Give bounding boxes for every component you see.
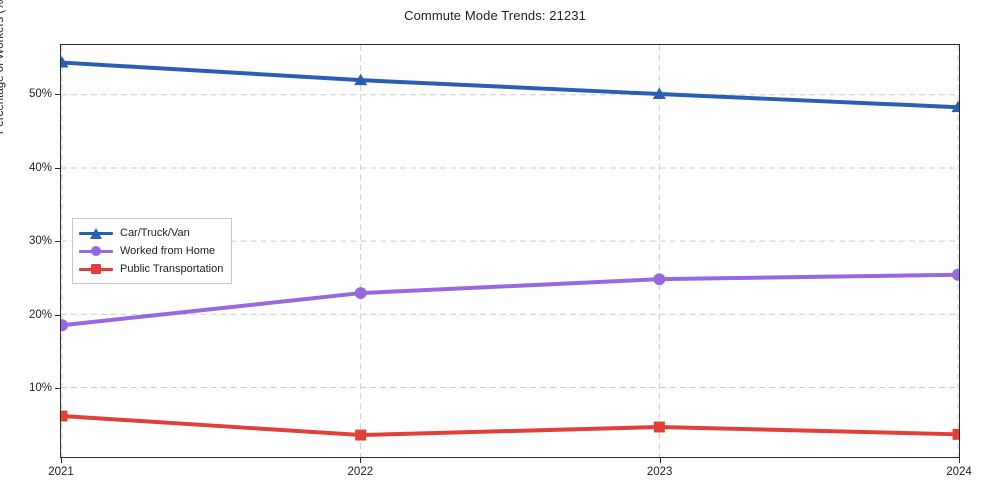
series-line	[61, 272, 959, 328]
y-tick-mark	[55, 167, 60, 169]
chart-title: Commute Mode Trends: 21231	[404, 8, 586, 23]
data-point-marker	[952, 268, 959, 281]
data-point-marker	[354, 287, 367, 300]
x-tick-label: 2024	[946, 466, 972, 478]
legend-label: Car/Truck/Van	[120, 227, 190, 239]
series-line	[61, 414, 959, 438]
plot-area	[60, 44, 960, 458]
legend-item[interactable]: Car/Truck/Van	[79, 224, 223, 242]
data-point-marker	[355, 429, 367, 441]
data-point-marker	[653, 421, 665, 433]
y-tick-label: 20%	[28, 308, 52, 321]
data-point-marker	[61, 56, 69, 68]
triangle-marker-icon	[90, 228, 102, 239]
y-tick-label: 40%	[28, 161, 52, 174]
y-tick-mark	[55, 241, 60, 243]
y-tick-mark	[55, 388, 60, 390]
data-point-marker	[653, 273, 666, 286]
x-tick-mark	[61, 458, 62, 463]
legend-item[interactable]: Worked from Home	[79, 242, 223, 260]
x-tick-label: 2022	[347, 466, 374, 478]
y-axis-label: Percentage of Workers (%)	[0, 0, 6, 135]
legend-swatch-worked-from-home	[79, 244, 113, 258]
x-tick-label: 2023	[646, 466, 673, 478]
x-tick-mark	[659, 458, 661, 463]
y-tick-label: 10%	[28, 382, 52, 395]
data-point-marker	[61, 319, 68, 332]
data-point-marker	[354, 73, 368, 86]
x-tick-mark	[360, 458, 362, 463]
data-point-marker	[652, 87, 666, 100]
data-series-layer	[61, 56, 959, 441]
data-point-marker	[952, 428, 959, 440]
data-point-marker	[951, 100, 959, 113]
chart-legend: Car/Truck/Van Worked from Home Public Tr…	[72, 218, 233, 284]
legend-swatch-public-transportation	[79, 262, 113, 276]
series-line	[61, 60, 959, 110]
x-tick-label: 2021	[48, 466, 74, 478]
legend-label: Public Transportation	[120, 263, 224, 275]
data-point-marker	[61, 410, 68, 422]
circle-marker-icon	[91, 246, 101, 256]
legend-label: Worked from Home	[120, 245, 216, 257]
y-tick-label: 50%	[28, 88, 52, 100]
square-marker-icon	[91, 264, 101, 274]
legend-swatch-car-truck-van	[79, 226, 113, 240]
y-tick-mark	[55, 314, 60, 316]
y-tick-label: 30%	[28, 235, 52, 248]
legend-item[interactable]: Public Transportation	[79, 260, 223, 278]
x-tick-mark	[959, 458, 960, 463]
y-tick-mark	[55, 94, 60, 95]
